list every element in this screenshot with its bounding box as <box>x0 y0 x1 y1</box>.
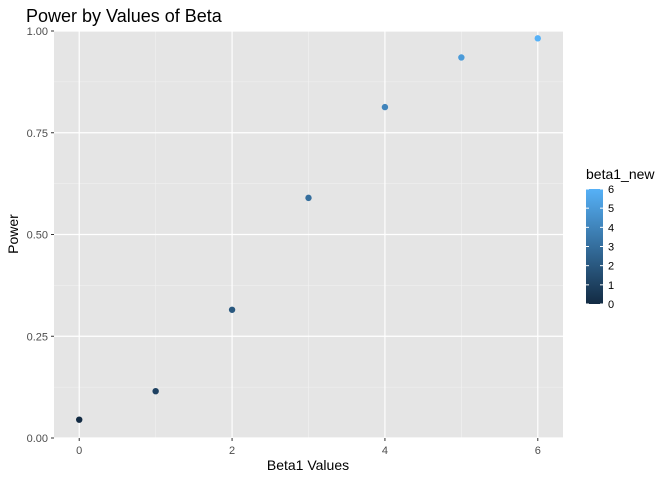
data-point <box>305 194 312 202</box>
legend-tick-label: 2 <box>608 261 614 273</box>
x-axis-ticks: 0 2 4 6 <box>76 438 541 457</box>
data-point <box>458 54 465 61</box>
major-gridlines <box>54 30 563 439</box>
y-tick-label: 0.50 <box>27 230 48 242</box>
x-axis-title: Beta1 Values <box>267 457 349 473</box>
legend-tick-label: 1 <box>608 280 614 292</box>
y-tick-label: 1.00 <box>27 26 48 38</box>
data-points <box>76 35 541 423</box>
chart-title: Power by Values of Beta <box>26 6 223 26</box>
x-tick-label: 0 <box>76 445 82 457</box>
data-point <box>228 306 236 313</box>
y-axis-title: Power <box>5 214 21 254</box>
data-point <box>76 416 83 423</box>
data-point <box>534 35 541 42</box>
legend-colorbar <box>586 189 603 304</box>
x-tick-label: 6 <box>535 445 541 457</box>
legend-tick-label: 4 <box>608 222 614 234</box>
data-point <box>152 387 159 395</box>
data-point <box>381 103 389 111</box>
y-tick-label: 0.25 <box>27 331 48 343</box>
legend-tick-label: 3 <box>608 242 614 254</box>
y-axis-ticks: 0.00 0.25 0.50 0.75 1.00 <box>27 26 54 445</box>
y-tick-label: 0.75 <box>27 128 48 140</box>
legend-ticks: 0 1 2 3 4 5 6 <box>586 184 614 311</box>
legend-tick-label: 5 <box>608 203 614 215</box>
legend-title: beta1_new <box>586 166 655 182</box>
x-tick-label: 2 <box>229 445 235 457</box>
color-legend: beta1_new 0 1 2 3 4 5 6 <box>586 166 655 311</box>
legend-tick-label: 0 <box>608 299 614 311</box>
legend-tick-label: 6 <box>608 184 614 196</box>
y-tick-label: 0.00 <box>27 433 48 445</box>
x-tick-label: 4 <box>382 445 388 457</box>
